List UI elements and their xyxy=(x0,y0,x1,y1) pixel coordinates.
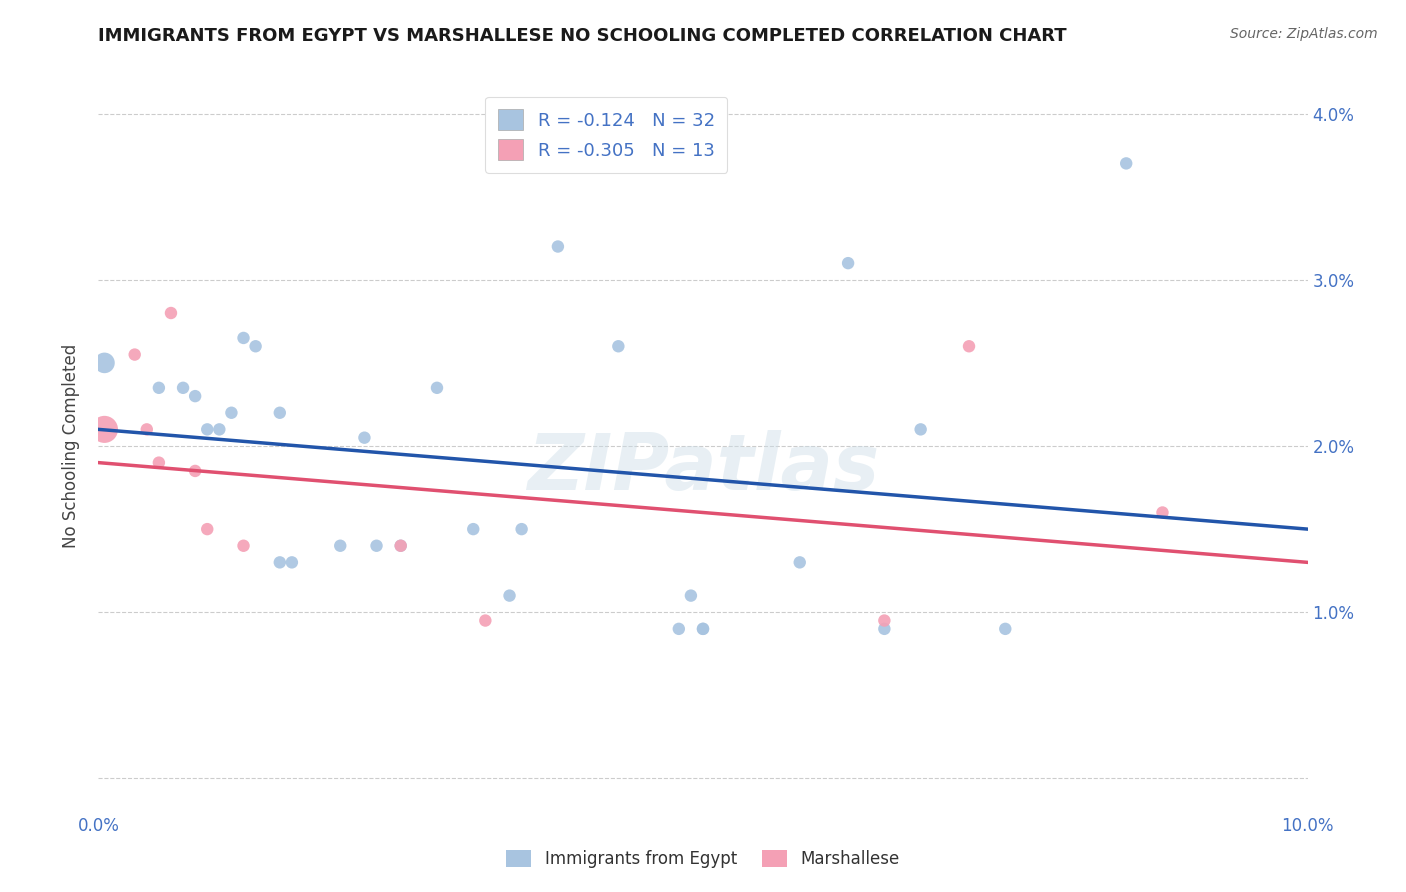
Point xyxy=(232,331,254,345)
Point xyxy=(547,239,569,253)
Point xyxy=(389,539,412,553)
Point xyxy=(994,622,1017,636)
Point xyxy=(873,622,896,636)
Point xyxy=(1115,156,1137,170)
Point xyxy=(148,381,170,395)
Point xyxy=(679,589,702,603)
Legend: R = -0.124   N = 32, R = -0.305   N = 13: R = -0.124 N = 32, R = -0.305 N = 13 xyxy=(485,96,727,173)
Point xyxy=(148,456,170,470)
Text: Source: ZipAtlas.com: Source: ZipAtlas.com xyxy=(1230,27,1378,41)
Point xyxy=(208,422,231,436)
Point xyxy=(184,389,207,403)
Point xyxy=(221,406,243,420)
Point xyxy=(668,622,690,636)
Point xyxy=(232,539,254,553)
Point xyxy=(510,522,533,536)
Point xyxy=(269,555,291,569)
Point xyxy=(172,381,194,395)
Point xyxy=(269,406,291,420)
Point xyxy=(93,356,115,370)
Point xyxy=(93,422,115,436)
Point xyxy=(957,339,980,353)
Point xyxy=(195,522,218,536)
Point xyxy=(1152,506,1174,520)
Point xyxy=(281,555,304,569)
Point xyxy=(873,614,896,628)
Point xyxy=(135,422,157,436)
Point xyxy=(245,339,267,353)
Point xyxy=(353,431,375,445)
Point xyxy=(195,422,218,436)
Point xyxy=(789,555,811,569)
Point xyxy=(837,256,859,270)
Point xyxy=(474,614,496,628)
Legend: Immigrants from Egypt, Marshallese: Immigrants from Egypt, Marshallese xyxy=(499,843,907,875)
Point xyxy=(160,306,183,320)
Point xyxy=(692,622,714,636)
Point xyxy=(463,522,485,536)
Point xyxy=(329,539,352,553)
Point xyxy=(426,381,449,395)
Point xyxy=(184,464,207,478)
Point xyxy=(124,348,146,362)
Point xyxy=(910,422,932,436)
Y-axis label: No Schooling Completed: No Schooling Completed xyxy=(62,344,80,548)
Point xyxy=(692,622,714,636)
Point xyxy=(366,539,388,553)
Point xyxy=(389,539,412,553)
Point xyxy=(498,589,520,603)
Text: IMMIGRANTS FROM EGYPT VS MARSHALLESE NO SCHOOLING COMPLETED CORRELATION CHART: IMMIGRANTS FROM EGYPT VS MARSHALLESE NO … xyxy=(98,27,1067,45)
Text: ZIPatlas: ZIPatlas xyxy=(527,430,879,506)
Point xyxy=(607,339,630,353)
